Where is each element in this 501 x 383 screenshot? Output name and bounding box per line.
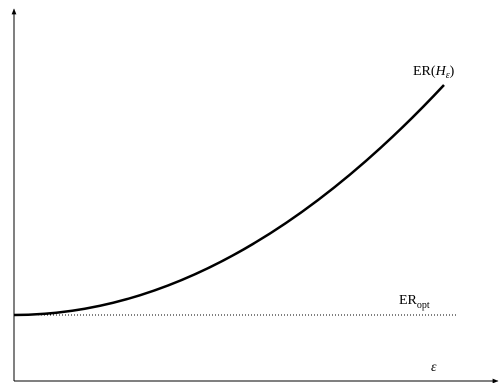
curve-label-part: ER(: [413, 64, 436, 79]
baseline-label-part: opt: [417, 300, 430, 311]
x-axis-label: ε: [431, 360, 437, 375]
baseline-label: ERopt: [399, 293, 430, 311]
curve-label-part: H: [435, 64, 447, 79]
curve: [13, 84, 445, 317]
curve-label-part: ε: [446, 70, 450, 81]
curve-label-part: ): [450, 64, 455, 79]
curve-label: ER(Hε): [413, 64, 455, 81]
baseline-label-part: ER: [399, 293, 418, 308]
